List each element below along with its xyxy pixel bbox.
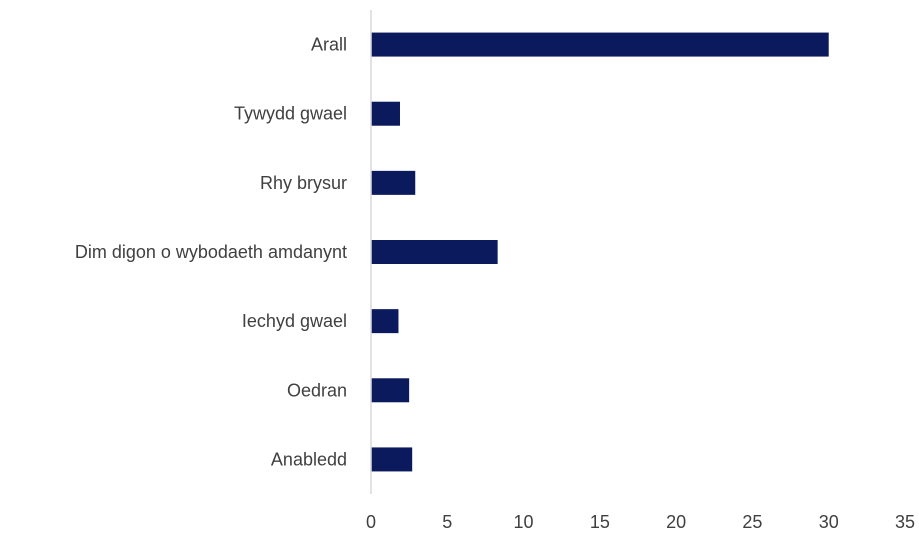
- bars-group: [371, 32, 829, 472]
- bar: [371, 240, 498, 264]
- category-label: Tywydd gwael: [234, 104, 347, 124]
- x-tick-labels: 0 5 10 15 20 25 30 35: [366, 512, 915, 532]
- x-tick-label: 5: [442, 512, 452, 532]
- bar: [371, 309, 399, 334]
- bar: [371, 170, 416, 195]
- x-tick-label: 10: [514, 512, 534, 532]
- category-label: Oedran: [287, 380, 347, 400]
- category-label: Iechyd gwael: [242, 311, 347, 331]
- x-tick-label: 25: [742, 512, 762, 532]
- x-tick-label: 30: [819, 512, 839, 532]
- category-label: Arall: [311, 35, 347, 55]
- category-label: Rhy brysur: [260, 173, 347, 193]
- bar: [371, 447, 413, 472]
- x-tick-label: 15: [590, 512, 610, 532]
- bar: [371, 378, 410, 403]
- bar: [371, 32, 829, 57]
- x-tick-label: 20: [666, 512, 686, 532]
- x-tick-label: 0: [366, 512, 376, 532]
- category-label: Dim digon o wybodaeth amdanynt: [75, 242, 347, 262]
- bar: [371, 101, 400, 126]
- category-labels: Arall Tywydd gwael Rhy brysur Dim digon o w…: [75, 35, 347, 470]
- category-label: Anabledd: [271, 449, 347, 469]
- x-tick-label: 35: [895, 512, 915, 532]
